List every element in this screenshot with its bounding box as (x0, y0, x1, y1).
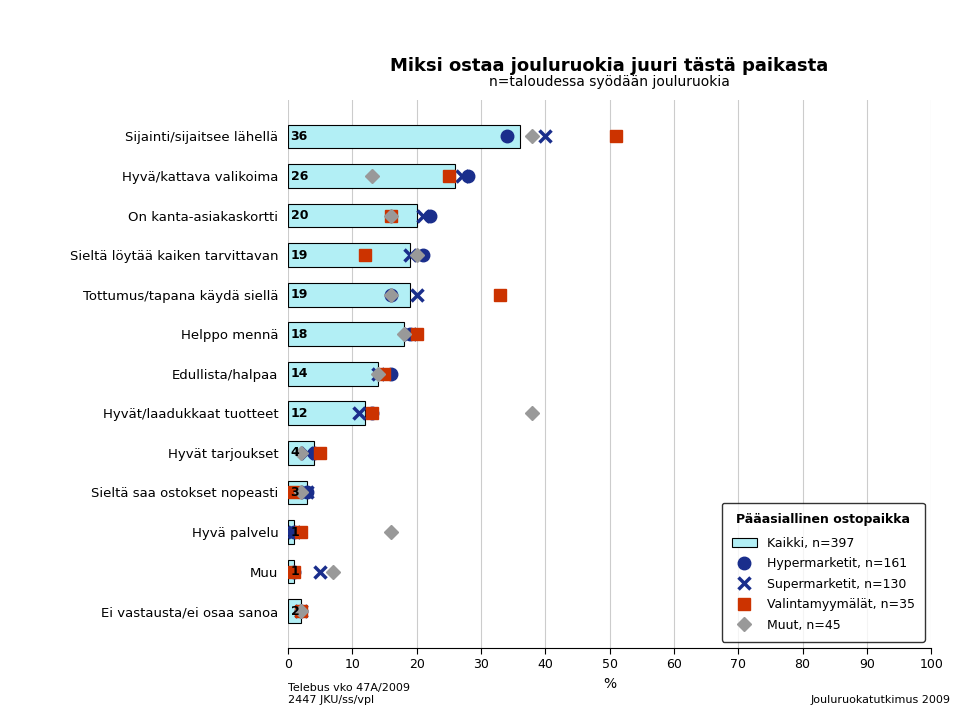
Bar (288, 125, 519, 148)
Text: Jouluruokatutkimus 2009: Jouluruokatutkimus 2009 (810, 695, 950, 705)
Text: 3: 3 (291, 486, 300, 499)
Legend: Kaikki, n=397, Hypermarketit, n=161, Supermarketit, n=130, Valintamyymälät, n=35: Kaikki, n=397, Hypermarketit, n=161, Sup… (722, 503, 924, 642)
Bar (288, 283, 410, 307)
Bar (288, 402, 365, 425)
Text: 20: 20 (291, 209, 308, 222)
Text: 1: 1 (291, 565, 300, 578)
Text: 19: 19 (291, 288, 308, 301)
Bar (288, 362, 378, 386)
Text: Miksi ostaa jouluruokia juuri tästä paikasta: Miksi ostaa jouluruokia juuri tästä paik… (391, 57, 828, 75)
Bar (288, 244, 410, 267)
Text: 19: 19 (291, 248, 308, 261)
Bar (288, 441, 314, 465)
Bar (288, 560, 295, 583)
Text: 26: 26 (291, 169, 308, 182)
Bar (288, 323, 404, 346)
Text: 36: 36 (291, 130, 308, 143)
Text: 14: 14 (291, 367, 308, 380)
Bar (288, 204, 417, 227)
Text: 4: 4 (291, 446, 300, 459)
Text: taloustutkimus oy: taloustutkimus oy (18, 31, 246, 52)
Bar (288, 520, 295, 544)
Bar (288, 164, 455, 188)
X-axis label: %: % (603, 677, 616, 691)
Bar (288, 600, 300, 623)
Text: 2: 2 (291, 604, 300, 617)
Text: n=taloudessa syödään jouluruokia: n=taloudessa syödään jouluruokia (490, 75, 730, 89)
Text: 1: 1 (291, 525, 300, 538)
Text: 18: 18 (291, 328, 308, 341)
Text: Telebus vko 47A/2009
2447 JKU/ss/vpl: Telebus vko 47A/2009 2447 JKU/ss/vpl (288, 684, 410, 705)
Bar (288, 481, 307, 504)
Text: 12: 12 (291, 407, 308, 420)
